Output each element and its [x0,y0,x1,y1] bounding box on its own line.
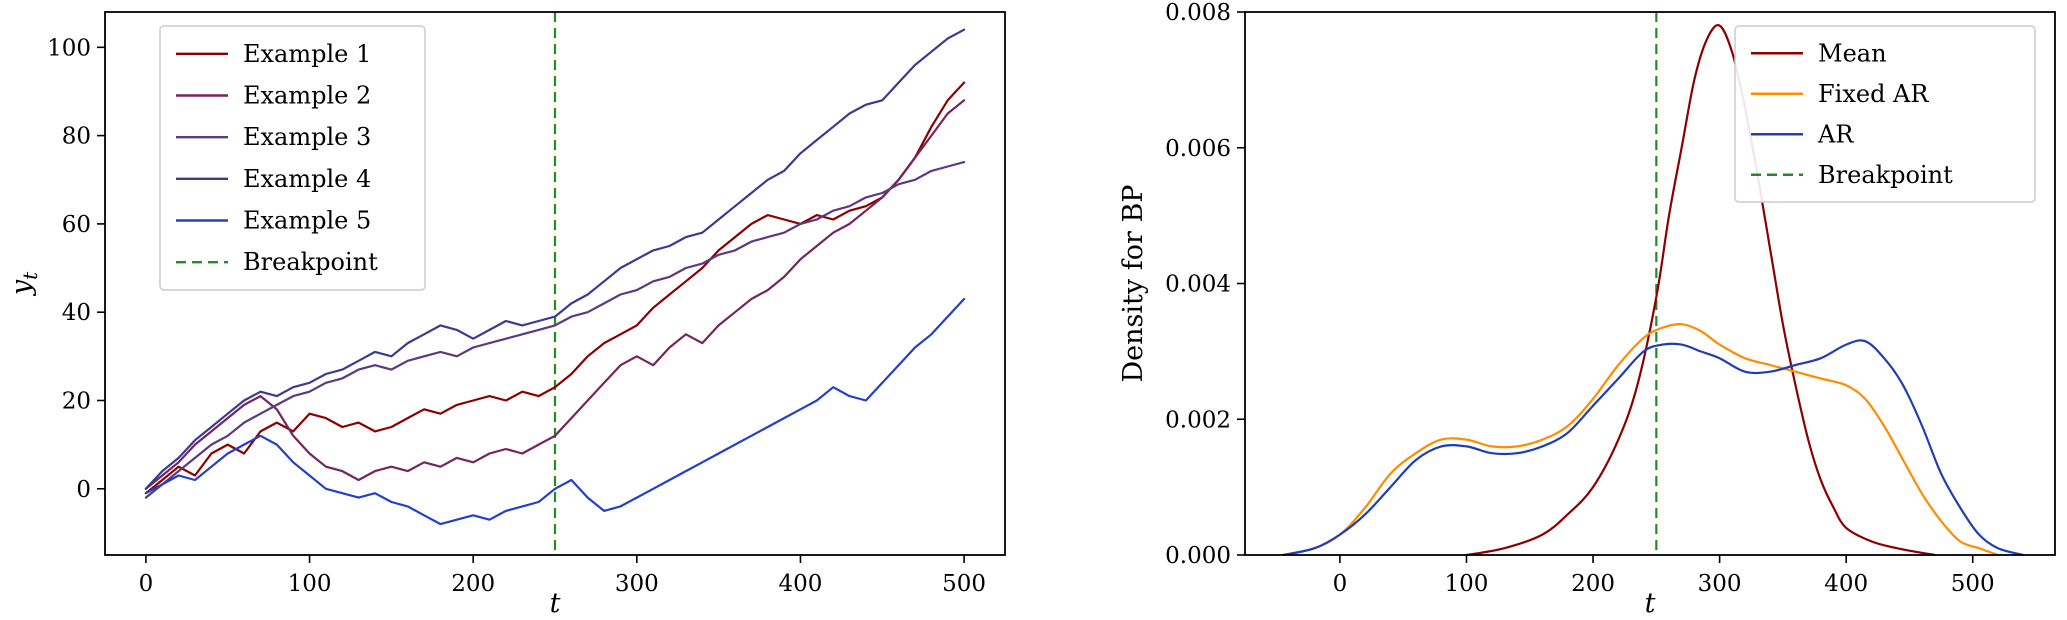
legend-label: Breakpoint [243,248,378,276]
legend-label: Example 5 [243,207,371,235]
series-line-example-3 [144,161,966,499]
x-tick-label: 0 [1333,571,1348,597]
x-tick-label: 200 [451,571,495,597]
x-axis-label: t [550,588,561,619]
y-tick-label: 0.008 [1165,0,1231,26]
x-tick-label: 300 [1698,571,1742,597]
y-tick-label: 0 [76,477,91,503]
legend-box [159,25,426,291]
y-tick-label: 40 [62,300,91,326]
legend-box [1734,25,2036,203]
right-chart: 0 100 200 300 400 500 0.000 0.002 0.004 0.006 0.00… [1118,0,2056,619]
legend-label: Example 1 [243,40,371,68]
series-line-example-5 [144,297,966,526]
series-line-example-2 [144,99,966,490]
x-tick-label: 100 [288,571,332,597]
x-tick-label: 0 [139,571,154,597]
y-axis-label: Density for BP [1118,185,1149,383]
x-tick-label: 500 [1951,571,1995,597]
legend-label: Fixed AR [1818,80,1929,108]
legend-label: Example 4 [243,165,371,193]
x-tick-label: 300 [615,571,659,597]
legend-label: Breakpoint [1818,161,1953,189]
series-line-example-4 [144,28,966,490]
legend-label: AR [1817,120,1854,148]
legend-label: Example 2 [243,82,371,110]
x-tick-label: 100 [1445,571,1489,597]
y-tick-label: 0.000 [1165,543,1231,569]
y-tick-label: 0.006 [1165,136,1231,162]
legend-label: Example 3 [243,123,371,151]
axes-spines [104,11,1006,556]
y-tick-label: 0.002 [1165,407,1231,433]
y-tick-label: 60 [62,212,91,238]
x-tick-label: 400 [779,571,823,597]
x-tick-label: 400 [1824,571,1868,597]
y-tick-label: 100 [47,35,91,61]
x-axis-label: t [1645,588,1656,619]
series-line-example-1 [144,81,966,495]
series-line-fixed-ar [1281,323,2000,557]
series-line-mean [1465,24,1936,557]
y-axis-label: yt [6,271,42,296]
x-tick-label: 200 [1571,571,1615,597]
y-tick-label: 20 [62,388,91,414]
x-tick-label: 500 [942,571,986,597]
series-line-ar [1281,339,2025,557]
y-tick-label: 80 [62,124,91,150]
left-chart: 0 100 200 300 400 500 0 20 40 60 80 100 t yt Example 1… [6,11,1006,619]
y-tick-label: 0.004 [1165,272,1231,298]
legend-label: Mean [1818,39,1887,67]
